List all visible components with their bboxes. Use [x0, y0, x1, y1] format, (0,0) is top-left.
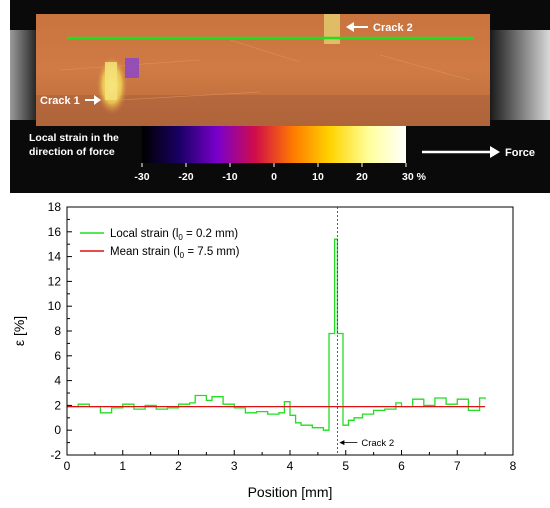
- colorbar-tick-label: 10: [312, 171, 324, 183]
- legend-label-mean: Mean strain (l0 = 7.5 mm): [110, 246, 240, 260]
- colorbar-ticks: -30 -20 -10 0 10 20 30 %: [134, 163, 427, 183]
- crack1-core: [105, 62, 117, 100]
- series-local-strain-line: [67, 238, 486, 431]
- strain-field-image: Crack 2 Crack 1 Local strain in the dire…: [10, 0, 550, 193]
- y-axis-label: ε [%]: [11, 316, 27, 346]
- crack2-hotspot: [324, 14, 340, 44]
- specimen-edge-left: [10, 30, 40, 120]
- legend: Local strain (l0 = 0.2 mm) Mean strain (…: [80, 228, 240, 260]
- x-axis-ticks: 0 1 2 3 4 5 6 7 8: [64, 450, 517, 473]
- colorbar-tick-label: -30: [134, 171, 149, 183]
- crack2-annotation-label: Crack 2: [361, 438, 394, 449]
- y-tick-label: 4: [54, 374, 61, 388]
- specimen-edge-right: [490, 30, 550, 120]
- x-tick-label: 6: [398, 459, 405, 473]
- x-tick-label: 7: [454, 459, 461, 473]
- x-tick-label: 2: [175, 459, 182, 473]
- colorbar: [142, 126, 406, 163]
- colorbar-title-line1: Local strain in the: [29, 132, 119, 144]
- plot-marks: [67, 238, 486, 431]
- plot-frame: [66, 206, 514, 456]
- crack2-label-group: Crack 2: [346, 22, 413, 34]
- y-axis-ticks: -2 0 2 4 6 8 10 12 14 16 18: [48, 200, 72, 462]
- colorbar-tick-label: 20: [356, 171, 368, 183]
- y-tick-label: 8: [54, 324, 61, 338]
- crack2-label: Crack 2: [373, 22, 413, 34]
- surface-scratches: [59, 39, 471, 101]
- y-tick-label: -2: [50, 448, 61, 462]
- x-tick-label: 4: [287, 459, 294, 473]
- colorbar-tick-label: 30 %: [402, 171, 427, 183]
- x-tick-label: 5: [342, 459, 349, 473]
- y-tick-label: 6: [54, 349, 61, 363]
- colorbar-title-line2: direction of force: [29, 146, 115, 158]
- y-tick-label: 16: [48, 225, 62, 239]
- legend-label-local: Local strain (l0 = 0.2 mm): [110, 228, 238, 242]
- colorbar-tick-label: -20: [178, 171, 193, 183]
- x-tick-label: 3: [231, 459, 238, 473]
- colorbar-tick-label: 0: [271, 171, 277, 183]
- y-tick-label: 10: [48, 299, 62, 313]
- y-tick-label: 18: [48, 200, 62, 214]
- y-tick-label: 14: [48, 250, 62, 264]
- x-tick-label: 8: [510, 459, 517, 473]
- y-tick-label: 0: [54, 423, 61, 437]
- crack1-label: Crack 1: [40, 95, 80, 107]
- x-axis-label: Position [mm]: [248, 484, 333, 500]
- force-label: Force: [505, 147, 535, 159]
- crack1-label-group: Crack 1: [40, 95, 101, 107]
- x-tick-label: 1: [119, 459, 126, 473]
- crack2-arrow-icon: [346, 22, 354, 32]
- y-tick-label: 2: [54, 398, 61, 412]
- violet-spot: [125, 58, 139, 78]
- x-tick-label: 0: [64, 459, 71, 473]
- y-tick-label: 12: [48, 274, 62, 288]
- crack1-arrow-icon: [94, 95, 101, 105]
- force-arrow-icon: [490, 146, 500, 158]
- colorbar-tick-label: -10: [222, 171, 237, 183]
- crack2-annotation-arrow-icon: [339, 440, 345, 446]
